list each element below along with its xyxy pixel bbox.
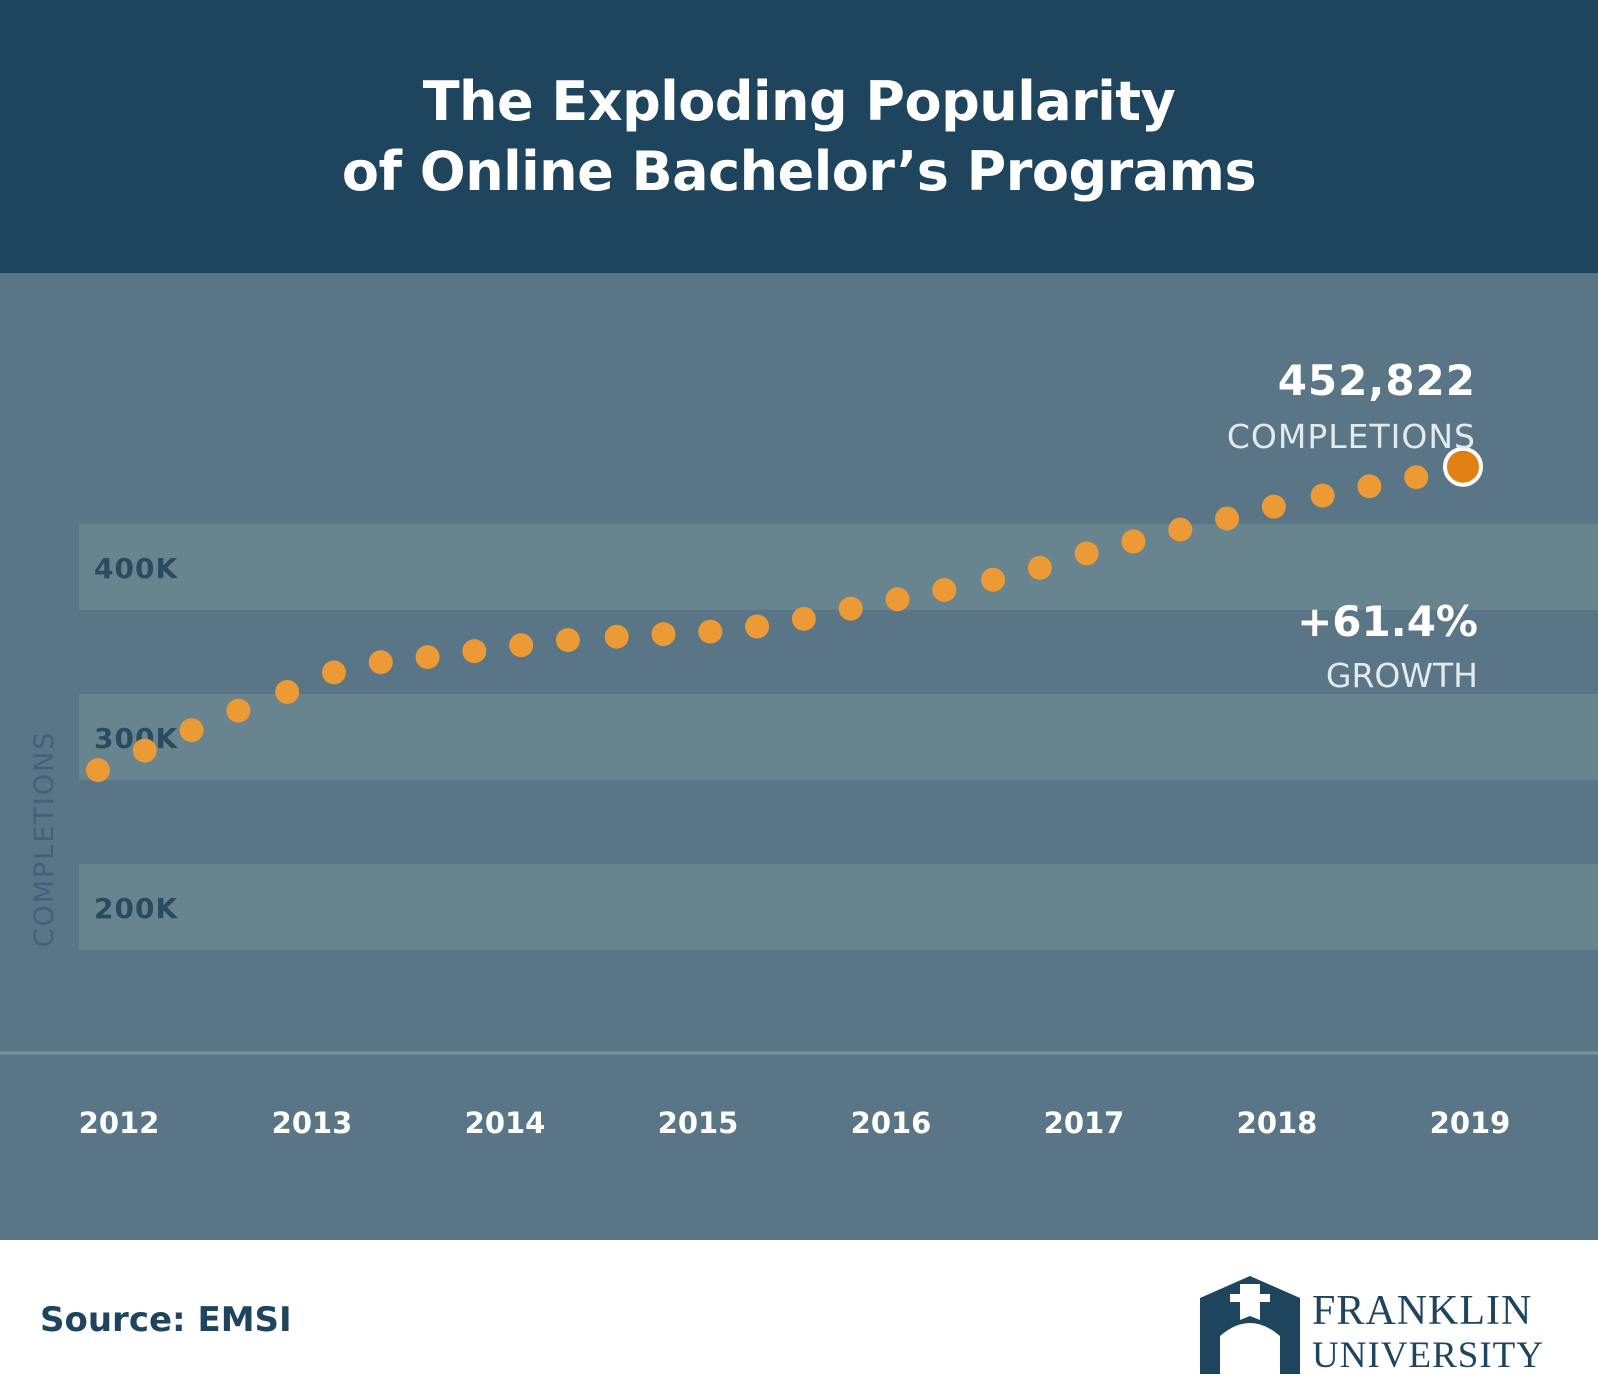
completions-label: COMPLETIONS [1227,417,1476,456]
y-grid-band-200K [79,864,1598,950]
y-axis-label: COMPLETIONS [29,731,60,948]
data-point [698,619,723,644]
highlighted-data-point [1443,446,1483,487]
y-tick-label: 400K [94,552,178,585]
growth-value: +61.4% [1297,597,1478,646]
chart-panel: 200K 300K 400K COMPLETIONS 2012 2013 2014 201… [0,273,1598,1240]
data-point [509,633,534,658]
data-point [321,660,346,685]
data-point [415,645,440,670]
data-point [226,698,251,723]
data-point [838,596,863,621]
arch-emblem-icon [1200,1276,1300,1374]
data-point [745,614,770,639]
y-tick-label: 200K [94,892,178,925]
logo-line-1: FRANKLIN [1312,1288,1532,1334]
data-point [1074,541,1099,566]
data-point [651,622,676,647]
chart-title-line-2: of Online Bachelor’s Programs [341,139,1257,203]
x-tick-labels: 2012 2013 2014 2015 2016 2017 2018 2019 [79,1106,1511,1140]
data-point [1404,465,1429,490]
data-point [791,606,816,631]
x-tick-label: 2019 [1430,1106,1511,1140]
footer: Source: EMSI FRANKLIN UNIVERSITY [0,1240,1598,1400]
data-point [368,650,393,675]
data-point [1215,506,1240,531]
data-point [1027,555,1052,580]
x-tick-label: 2016 [851,1106,932,1140]
data-point [1168,517,1193,542]
logo-line-2: UNIVERSITY [1312,1335,1544,1376]
growth-label: GROWTH [1326,656,1478,695]
data-point [132,738,157,763]
chart-title-line-1: The Exploding Popularity [422,69,1176,133]
data-points [86,446,1483,783]
data-point [86,758,110,783]
x-tick-label: 2012 [79,1106,160,1140]
x-tick-label: 2015 [658,1106,739,1140]
data-point [604,624,629,649]
data-point [885,587,910,612]
x-tick-label: 2018 [1237,1106,1318,1140]
y-grid-bands [79,524,1598,950]
x-tick-label: 2014 [465,1106,546,1140]
y-grid-band-400K [79,524,1598,610]
completions-value: 452,822 [1278,356,1476,405]
data-point [981,567,1006,592]
x-tick-label: 2013 [272,1106,353,1140]
data-point [462,639,487,664]
data-point [1261,494,1286,519]
y-grid-band-300K [79,694,1598,780]
x-tick-label: 2017 [1044,1106,1125,1140]
data-point [179,718,204,743]
data-point [1357,474,1382,499]
data-point [932,577,957,602]
title-banner: The Exploding Popularity of Online Bache… [0,0,1598,273]
source-note: Source: EMSI [40,1300,292,1340]
franklin-university-logo: FRANKLIN UNIVERSITY [1200,1276,1544,1376]
data-point [1310,483,1335,508]
data-point [1121,529,1146,554]
data-point [275,679,300,704]
data-point [555,628,580,653]
